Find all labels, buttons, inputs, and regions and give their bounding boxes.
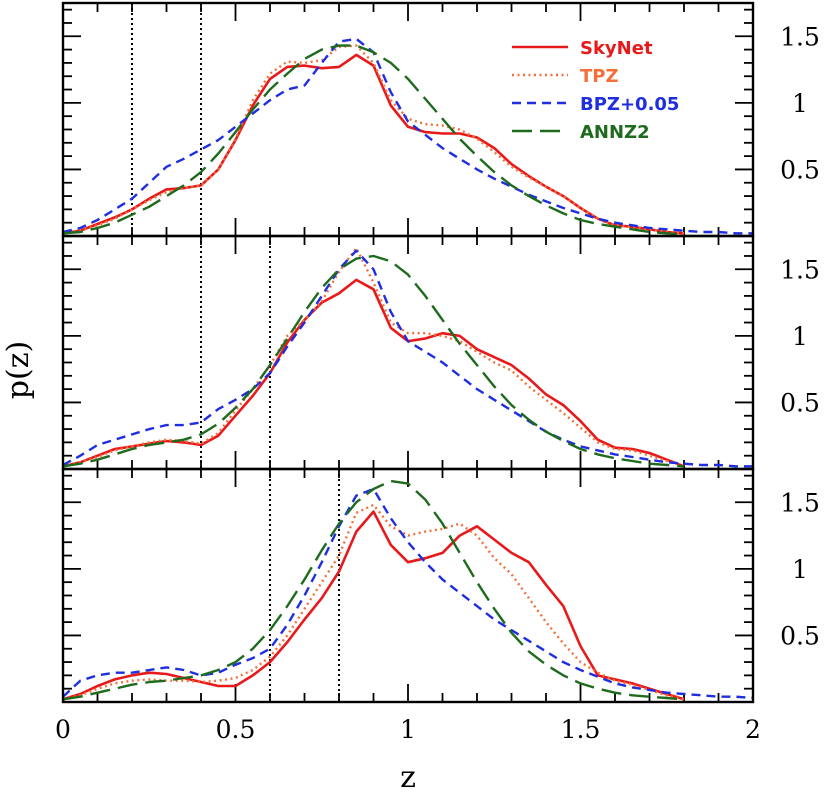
series-line-annz2: [62, 44, 685, 236]
y-tick-label: 1.5: [780, 488, 820, 517]
y-tick-label: 1.5: [780, 22, 820, 51]
series-line-bpz-0-05: [62, 249, 753, 468]
legend-label: BPZ+0.05: [580, 94, 679, 115]
x-axis-title: z: [400, 760, 416, 795]
panel-3: 0.5 1 1.5 0 0.5 1 1.5 2: [55, 467, 820, 744]
y-tick-label: 0.5: [780, 621, 820, 650]
y-tick-label: 0.5: [780, 388, 820, 417]
y-axis-title: p(z): [1, 341, 36, 399]
y-tick-label: 1: [792, 555, 808, 584]
x-tick-label: 0: [55, 715, 71, 744]
x-tick-label: 1: [400, 715, 416, 744]
legend-label: SkyNet: [580, 38, 653, 59]
series-line-annz2: [62, 254, 685, 468]
x-tick-label: 1.5: [561, 715, 601, 744]
panels-layer: 0.5 1 1.5 0.5 1 1.5 0.5 1 1.5 0 0.5 1 1.5 2: [55, 1, 820, 744]
panel-2: 0.5 1 1.5: [61, 234, 820, 471]
series-line-skynet: [62, 278, 685, 468]
series-line-tpz: [62, 503, 685, 701]
series-line-annz2: [62, 479, 685, 701]
x-tick-label: 2: [745, 715, 761, 744]
y-tick-label: 1: [792, 89, 808, 118]
legend: SkyNet TPZ BPZ+0.05 ANNZ2: [512, 38, 679, 143]
panel-1: 0.5 1 1.5: [61, 1, 820, 238]
series-line-skynet: [62, 510, 685, 701]
x-tick-label: 0.5: [216, 715, 256, 744]
legend-label: ANNZ2: [580, 122, 650, 143]
panel-frame: [61, 467, 755, 704]
y-tick-label: 0.5: [780, 155, 820, 184]
legend-label: TPZ: [580, 66, 619, 87]
series-line-bpz-0-05: [62, 37, 753, 235]
y-tick-label: 1.5: [780, 255, 820, 284]
series-line-bpz-0-05: [62, 487, 754, 700]
y-tick-label: 1: [792, 322, 808, 351]
panel-frame: [61, 234, 755, 471]
